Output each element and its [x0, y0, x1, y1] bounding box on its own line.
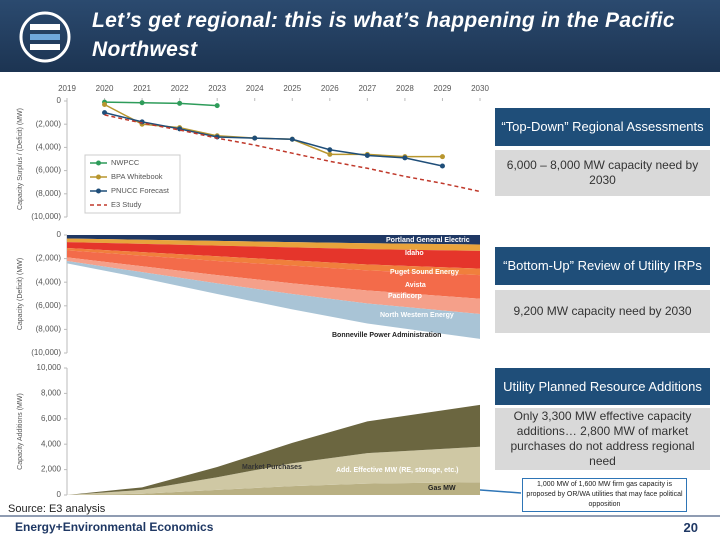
area-label: North Western Energy	[380, 312, 454, 319]
source: Source: E3 analysis	[8, 503, 106, 515]
y-tick-label: 0	[57, 230, 62, 239]
legend-marker	[96, 160, 101, 166]
legend-marker	[96, 188, 101, 194]
footer-logo: Energy+Environmental Economics	[15, 520, 214, 534]
y-tick-label: (8,000)	[36, 325, 62, 334]
area-label: Portland General Electric	[386, 237, 470, 244]
point	[439, 154, 445, 160]
y-tick-label: 0	[57, 96, 62, 105]
y-axis-title: Capacity (Deficit) (MW)	[17, 258, 24, 330]
x-tick-label: 2027	[358, 84, 376, 93]
y-tick-label: (4,000)	[36, 143, 62, 152]
area	[67, 238, 480, 251]
y-tick-label: 8,000	[41, 389, 62, 398]
area	[67, 257, 480, 315]
header-bar	[0, 0, 720, 72]
point	[177, 100, 183, 106]
area	[67, 482, 480, 495]
point	[439, 163, 445, 169]
point	[402, 155, 408, 161]
area	[67, 247, 480, 276]
slide-title: Let’s get regional: this is what’s happe…	[92, 9, 675, 61]
point	[214, 103, 220, 109]
area-label: Avista	[405, 282, 426, 289]
box-text: 6,000 – 8,000 MW capacity need by 2030	[495, 150, 710, 196]
legend-label: BPA Whitebook	[111, 172, 163, 181]
legend-label: NWPCC	[111, 158, 140, 167]
box-text: Only 3,300 MW effective capacity additio…	[495, 408, 710, 470]
area	[67, 242, 480, 269]
x-tick-label: 2024	[246, 84, 264, 93]
series-line	[104, 103, 443, 158]
point	[327, 151, 333, 157]
y-tick-label: (6,000)	[36, 166, 62, 175]
x-tick-label: 2023	[208, 84, 226, 93]
y-tick-label: (8,000)	[36, 189, 62, 198]
page-number: 20	[683, 520, 698, 535]
series-line	[104, 101, 218, 107]
point	[139, 100, 145, 106]
legend-box	[84, 154, 181, 214]
series-line	[104, 114, 481, 193]
x-tick-label: 2025	[283, 84, 301, 93]
x-tick-label: 2026	[321, 84, 339, 93]
legend-label: PNUCC Forecast	[111, 186, 170, 195]
area	[67, 404, 480, 495]
point	[102, 110, 108, 116]
y-tick-label: (2,000)	[36, 119, 62, 128]
point	[327, 147, 333, 153]
area-label: Idaho	[405, 250, 424, 257]
legend-label: E3 Study	[111, 200, 142, 209]
box-heading: “Top-Down” Regional Assessments	[495, 108, 710, 146]
box-text: 9,200 MW capacity need by 2030	[495, 290, 710, 333]
area-label: Market Purchases	[242, 464, 302, 471]
box-heading: “Bottom-Up” Review of Utility IRPs	[495, 247, 710, 285]
y-tick-label: 6,000	[41, 414, 62, 423]
x-tick-label: 2021	[133, 84, 151, 93]
y-tick-label: (10,000)	[31, 212, 61, 221]
y-tick-label: (2,000)	[36, 254, 62, 263]
x-tick-label: 2022	[171, 84, 189, 93]
y-tick-label: 2,000	[41, 465, 62, 474]
y-axis-title: Capacity Surplus / (Deficit) (MW)	[17, 108, 24, 210]
area-label: Pacificorp	[388, 293, 422, 300]
box-heading: Utility Planned Resource Additions	[495, 368, 710, 405]
y-tick-label: (6,000)	[36, 301, 62, 310]
area	[67, 250, 480, 299]
area	[67, 260, 480, 339]
y-axis-title: Capacity Additions (MW)	[17, 393, 24, 470]
legend-marker	[96, 174, 101, 180]
y-tick-label: (10,000)	[31, 348, 61, 357]
point	[252, 135, 258, 141]
area-label: Add. Effective MW (RE, storage, etc.)	[336, 467, 459, 474]
y-tick-label: 10,000	[37, 363, 62, 372]
x-tick-label: 2019	[58, 84, 76, 93]
area	[67, 446, 480, 495]
y-tick-label: 4,000	[41, 439, 62, 448]
x-tick-label: 2028	[396, 84, 414, 93]
area-label: Gas MW	[428, 485, 456, 492]
y-tick-label: 0	[57, 490, 62, 499]
series-line	[104, 111, 443, 167]
area	[67, 235, 480, 245]
x-tick-label: 2030	[471, 84, 489, 93]
logo	[19, 11, 71, 63]
x-tick-label: 2020	[96, 84, 114, 93]
x-tick-label: 2029	[434, 84, 452, 93]
note: 1,000 MW of 1,600 MW firm gas capacity i…	[522, 478, 687, 512]
point	[102, 101, 108, 107]
point	[289, 136, 295, 142]
y-tick-label: (4,000)	[36, 277, 62, 286]
area-label: Puget Sound Energy	[390, 269, 459, 276]
point	[364, 153, 370, 159]
area-label: Bonneville Power Administration	[332, 332, 441, 339]
